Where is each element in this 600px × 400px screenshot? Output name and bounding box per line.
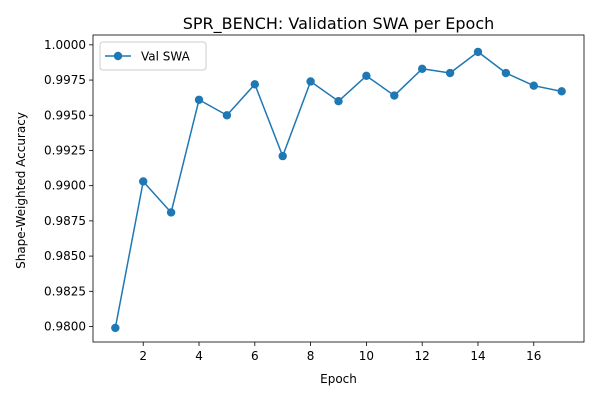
y-tick-label: 0.9975	[44, 73, 86, 87]
data-point	[222, 111, 232, 120]
data-point	[166, 208, 176, 217]
x-tick-label: 16	[526, 349, 541, 363]
y-tick-label: 1.0000	[44, 38, 86, 52]
y-tick-label: 0.9800	[44, 320, 86, 334]
chart-title: SPR_BENCH: Validation SWA per Epoch	[183, 14, 495, 34]
y-tick-label: 0.9825	[44, 284, 86, 298]
data-point	[445, 68, 455, 78]
legend-label: Val SWA	[141, 50, 191, 64]
data-point	[417, 64, 427, 73]
data-point	[557, 87, 566, 96]
y-tick-label: 0.9850	[44, 249, 86, 263]
data-point	[111, 323, 120, 333]
data-point	[529, 81, 538, 90]
x-tick-label: 12	[415, 349, 430, 363]
legend-marker	[113, 51, 123, 61]
data-point	[390, 91, 399, 100]
data-point	[250, 80, 260, 89]
x-tick-label: 6	[251, 349, 259, 363]
y-tick-label: 0.9925	[44, 143, 86, 157]
y-tick-label: 0.9950	[44, 108, 86, 122]
y-tick-label: 0.9875	[44, 214, 86, 228]
x-tick-label: 2	[139, 349, 147, 363]
x-tick-label: 10	[359, 349, 374, 363]
plot-frame	[92, 34, 585, 343]
x-axis-label: Epoch	[320, 372, 357, 386]
plot-area: 2 4 6 8 10 12 14 16 0.9800 0.9825 0.9850 0.9875 0.99…	[44, 34, 585, 363]
y-axis-label: Shape-Weighted Accuracy	[14, 112, 28, 269]
y-tick-label: 0.9900	[44, 179, 86, 193]
data-point	[139, 177, 148, 186]
data-point	[501, 68, 511, 78]
legend: Val SWA	[99, 41, 207, 71]
x-tick-label: 4	[195, 349, 203, 363]
data-point	[278, 151, 287, 161]
x-tick-label: 8	[307, 349, 315, 363]
legend-box	[99, 41, 207, 71]
data-point	[362, 71, 371, 81]
data-point	[306, 77, 315, 86]
data-point	[334, 96, 343, 106]
x-tick-label: 14	[470, 349, 485, 363]
data-point	[194, 95, 204, 104]
data-point	[473, 47, 483, 57]
